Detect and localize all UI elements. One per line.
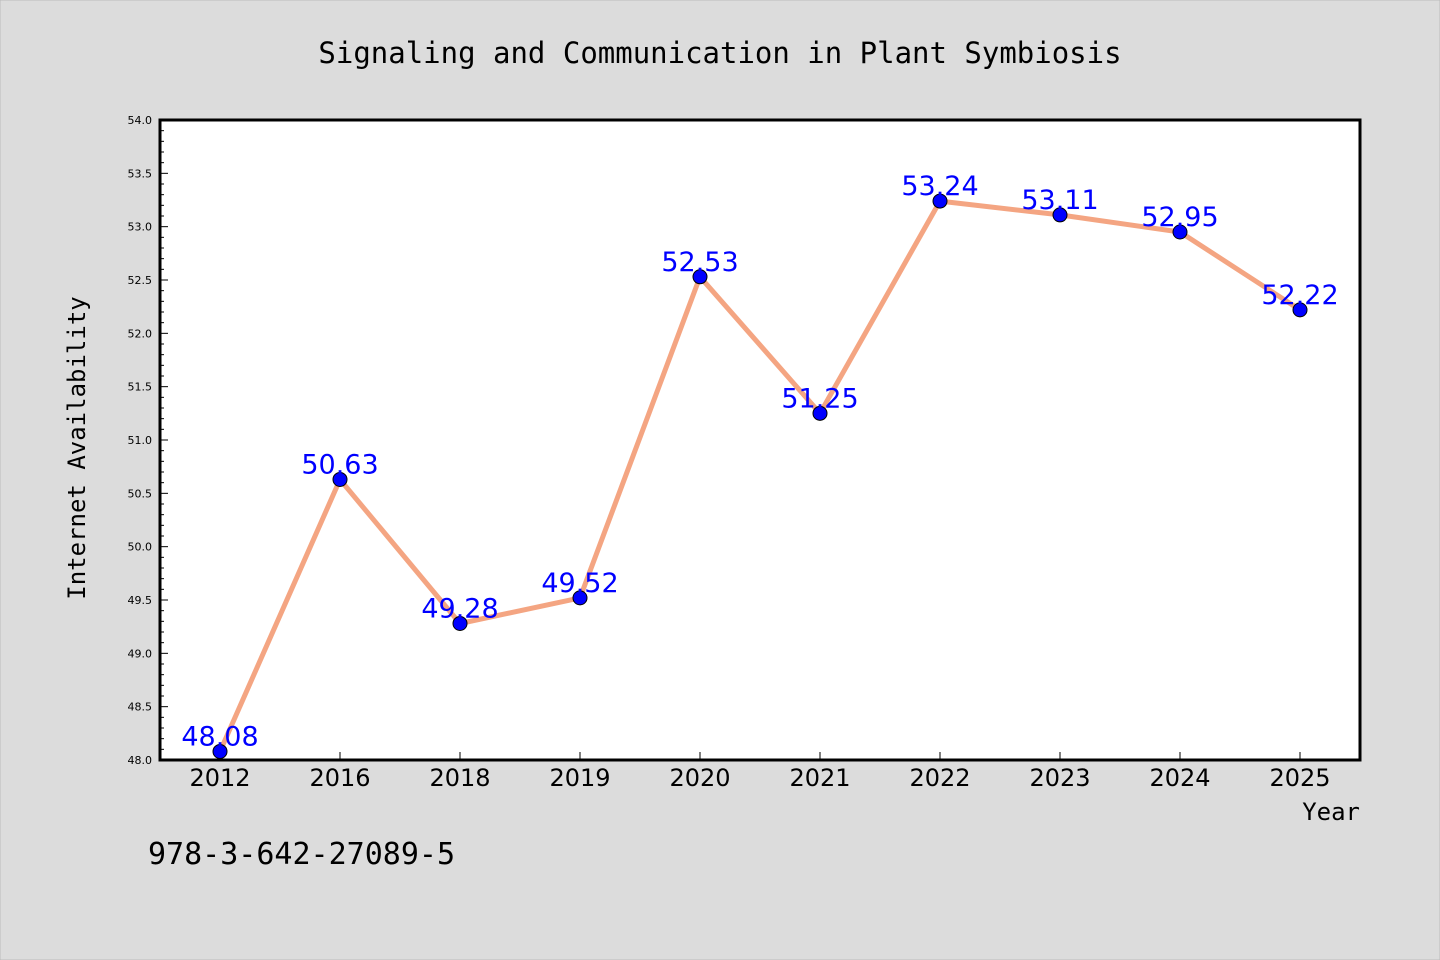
series-markers [212,193,1308,759]
plot-frame [158,118,1362,762]
x-tick-label: 2021 [789,764,850,792]
y-tick-label: 48.5 [128,701,153,714]
data-point [812,405,828,421]
x-tick-label: 2024 [1149,764,1210,792]
data-label: 53.11 [1021,185,1098,216]
y-tick-label: 51.5 [128,381,153,394]
data-label: 52.95 [1141,202,1218,233]
x-axis: 2012 2016 2018 2019 2020 2021 2022 2023 2024 2025 [189,752,1331,792]
data-labels: 48.08 50.63 49.28 49.52 52.53 51.25 53.24 53.11… [181,171,1338,752]
data-point [452,615,468,631]
data-label: 53.24 [901,171,978,202]
x-tick-label: 2018 [429,764,490,792]
data-label: 52.22 [1261,280,1338,311]
x-tick-label: 2022 [909,764,970,792]
data-point [332,471,348,487]
y-tick-label: 50.5 [128,487,153,500]
x-tick-label: 2012 [189,764,250,792]
isbn-annotation: 978-3-642-27089-5 [148,837,455,872]
x-tick-label: 2023 [1029,764,1090,792]
y-tick-label: 52.5 [128,274,153,287]
y-axis-label: Internet Availability [63,296,91,599]
data-point [1172,224,1188,240]
data-point [1292,302,1308,318]
y-tick-label: 49.5 [128,594,153,607]
data-point [932,193,948,209]
y-tick-label: 54.0 [128,114,153,127]
y-tick-label: 52.0 [128,327,153,340]
data-point [692,269,708,285]
y-tick-label: 51.0 [128,434,153,447]
data-label: 50.63 [301,449,378,480]
chart-title: Signaling and Communication in Plant Sym… [318,36,1121,70]
data-label: 51.25 [781,383,858,414]
data-label: 49.28 [421,593,498,624]
y-tick-label: 49.0 [128,647,153,660]
data-label: 49.52 [541,568,618,599]
x-tick-label: 2016 [309,764,370,792]
data-label: 52.53 [661,247,738,278]
data-point [212,743,228,759]
x-axis-label: Year [1302,798,1360,826]
y-tick-label: 53.0 [128,221,153,234]
data-point [572,590,588,606]
y-tick-label: 53.5 [128,167,153,180]
data-point [1052,207,1068,223]
series-line [217,198,1303,754]
y-tick-label: 48.0 [128,754,153,767]
y-axis: 48.0 48.5 49.0 49.5 50.0 50.5 51.0 51.5 52.0 52.5… [128,114,168,767]
x-tick-label: 2025 [1269,764,1330,792]
x-tick-label: 2020 [669,764,730,792]
y-tick-label: 50.0 [128,541,153,554]
x-tick-label: 2019 [549,764,610,792]
data-label: 48.08 [181,721,258,752]
